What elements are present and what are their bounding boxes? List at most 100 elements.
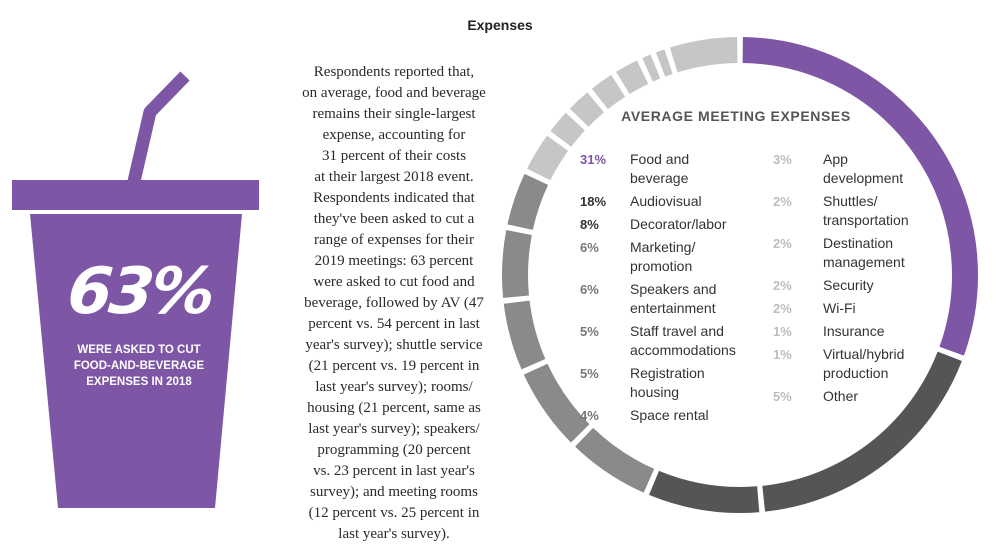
- legend-percent: 1%: [773, 347, 792, 362]
- paragraph-line: vs. 23 percent in last year's: [313, 463, 475, 479]
- legend-percent: 31%: [580, 152, 607, 167]
- legend-label-line: Decorator/labor: [630, 216, 727, 232]
- legend-entry: 6% Speakers and entertainment: [580, 280, 736, 318]
- legend-percent: 18%: [580, 194, 607, 209]
- paragraph-line: on average, food and beverage: [302, 85, 486, 101]
- paragraph-line: at their largest 2018 event.: [314, 169, 474, 185]
- legend-percent: 6%: [580, 282, 599, 297]
- paragraph-line: beverage, followed by AV (47: [304, 295, 484, 311]
- legend-entry: 8% Decorator/labor: [580, 215, 736, 234]
- cup-body: [30, 214, 242, 508]
- donut-segment: [523, 363, 590, 443]
- legend-label-line: Virtual/hybrid: [823, 346, 905, 362]
- legend-label-line: Marketing/: [630, 239, 696, 255]
- chart-title: AVERAGE MEETING EXPENSES: [621, 108, 851, 124]
- legend-entry: 6% Marketing/promotion: [580, 238, 736, 276]
- donut-segment: [503, 300, 546, 370]
- legend-label: Audiovisual: [630, 192, 702, 211]
- legend-percent: 1%: [773, 324, 792, 339]
- legend-percent: 4%: [580, 408, 599, 423]
- donut-segment: [616, 60, 649, 95]
- legend-label-line: development: [823, 170, 904, 186]
- cup-lid: [12, 180, 259, 210]
- legend-percent: 2%: [773, 301, 792, 316]
- legend-label-line: Insurance: [823, 323, 885, 339]
- paragraph-line: 31 percent of their costs: [321, 148, 467, 164]
- donut-segment: [669, 37, 738, 73]
- legend-label: App development: [823, 150, 903, 188]
- legend-percent: 5%: [580, 324, 599, 339]
- legend-label: Decorator/labor: [630, 215, 727, 234]
- legend-label-line: entertainment: [630, 300, 716, 316]
- paragraph-line: remains their single-largest: [312, 106, 476, 122]
- donut-segment: [642, 54, 661, 82]
- legend-label-line: Registration: [630, 365, 705, 381]
- cup-caption-line: FOOD-AND-BEVERAGE: [73, 360, 205, 372]
- donut-chart: [502, 37, 978, 513]
- legend-label-line: Shuttles/: [823, 193, 878, 209]
- legend-right: 3% App development 2% Shuttles/transportatio…: [773, 150, 909, 410]
- legend-label: Other: [823, 387, 858, 406]
- legend-entry: 18% Audiovisual: [580, 192, 736, 211]
- page-title: Expenses: [467, 17, 533, 33]
- donut-segment: [569, 92, 605, 127]
- paragraph-line: percent vs. 54 percent in last: [308, 316, 480, 332]
- legend-label-line: housing: [630, 384, 680, 400]
- legend-label: Virtual/hybrid production: [823, 345, 904, 383]
- legend-percent: 5%: [580, 366, 599, 381]
- cup-caption-line: WERE ASKED TO CUT: [77, 344, 201, 356]
- legend-label-line: transportation: [823, 212, 909, 228]
- legend-label: Wi-Fi: [823, 299, 856, 318]
- legend-percent: 2%: [773, 194, 792, 209]
- legend-label-line: accommodations: [630, 342, 736, 358]
- legend-percent: 3%: [773, 152, 792, 167]
- legend-percent: 6%: [580, 240, 599, 255]
- legend-label-line: beverage: [630, 170, 689, 186]
- legend-percent: 2%: [773, 236, 792, 251]
- paragraph-line: expense, accounting for: [322, 127, 466, 143]
- paragraph-line: (12 percent vs. 25 percent in: [308, 505, 480, 521]
- legend-label: Speakers and entertainment: [630, 280, 716, 318]
- legend-entry: 5% Staff travel and accommodations: [580, 322, 736, 360]
- paragraph-line: last year's survey); rooms/: [315, 379, 473, 395]
- paragraph-line: last year's survey); speakers/: [308, 421, 480, 437]
- legend-label-line: Security: [823, 277, 874, 293]
- legend-label-line: Destination: [823, 235, 894, 251]
- paragraph-line: year's survey); shuttle service: [305, 337, 483, 353]
- legend-entry: 31% Food and beverage: [580, 150, 736, 188]
- legend-entry: 2% Destination management: [773, 234, 909, 272]
- paragraph-line: Respondents indicated that: [313, 190, 475, 206]
- legend-entry: 3% App development: [773, 150, 909, 188]
- legend-label-line: App: [823, 151, 848, 167]
- legend-label: Shuttles/transportation: [823, 192, 909, 230]
- legend-entry: 2% Security: [773, 276, 909, 295]
- legend-entry: 2% Shuttles/transportation: [773, 192, 909, 230]
- paragraph-line: range of expenses for their: [314, 232, 474, 248]
- paragraph-line: (21 percent vs. 19 percent in: [308, 358, 480, 374]
- legend-entry: 2% Wi-Fi: [773, 299, 909, 318]
- paragraph-line: housing (21 percent, same as: [307, 400, 481, 416]
- donut-segment: [655, 49, 673, 77]
- donut-segment: [762, 351, 962, 512]
- legend-label-line: Space rental: [630, 407, 709, 423]
- donut-segment: [649, 470, 760, 513]
- legend-entry: 5% Other: [773, 387, 909, 406]
- cup-icon: [12, 71, 259, 508]
- paragraph-line: 2019 meetings: 63 percent: [314, 253, 474, 269]
- paragraph-line: Respondents reported that,: [313, 64, 475, 80]
- legend-label: Food and beverage: [630, 150, 689, 188]
- paragraph-line: survey); and meeting rooms: [310, 484, 478, 500]
- paragraph-line: they've been asked to cut a: [313, 211, 475, 227]
- legend-percent: 8%: [580, 217, 599, 232]
- paragraph-line: were asked to cut food and: [313, 274, 475, 290]
- paragraph-line: last year's survey).: [338, 526, 450, 542]
- legend-entry: 1% Virtual/hybrid production: [773, 345, 909, 383]
- legend-percent: 5%: [773, 389, 792, 404]
- legend-label-line: Other: [823, 388, 859, 404]
- legend-label-line: Wi-Fi: [823, 300, 856, 316]
- legend-label: Marketing/promotion: [630, 238, 695, 276]
- donut-segment: [550, 112, 585, 147]
- legend-label-line: Audiovisual: [630, 193, 702, 209]
- legend-label-line: production: [823, 365, 889, 381]
- donut-segment: [575, 427, 655, 493]
